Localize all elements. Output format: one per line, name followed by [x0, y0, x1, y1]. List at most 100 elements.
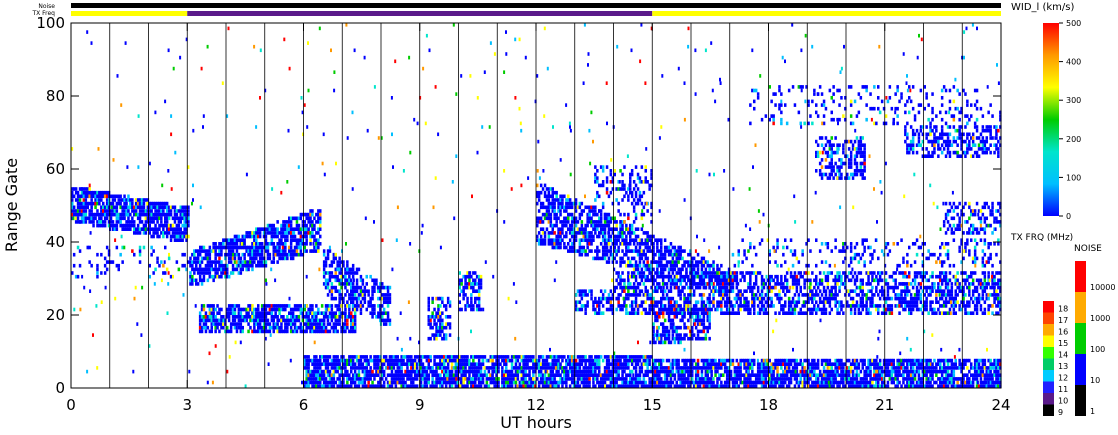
echo-cell	[886, 373, 890, 377]
echo-cell	[278, 242, 281, 246]
echo-cell	[303, 245, 306, 250]
echo-cell	[503, 380, 506, 385]
echo-cell	[299, 311, 303, 315]
echo-cell	[574, 220, 578, 224]
echo-cell	[685, 369, 688, 374]
echo-cell	[212, 249, 215, 253]
echo-cell	[572, 242, 576, 246]
echo-cell	[239, 318, 243, 323]
echo-cell	[204, 249, 208, 253]
echo-cell	[908, 373, 911, 377]
echo-cell	[658, 252, 661, 257]
echo-cell	[384, 358, 388, 363]
echo-cell	[474, 366, 477, 370]
echo-cell	[534, 358, 537, 363]
echo-cell	[927, 380, 930, 385]
echo-cell	[437, 380, 440, 385]
echo-cell	[506, 380, 510, 385]
echo-cell	[588, 231, 591, 235]
echo-cell	[917, 362, 921, 366]
echo-cell	[601, 231, 605, 235]
echo-cell	[853, 366, 857, 370]
echo-cell	[208, 318, 212, 323]
echo-cell	[706, 260, 709, 264]
echo-cell	[336, 355, 339, 359]
echo-cell	[301, 318, 305, 323]
echo-cell	[611, 256, 615, 261]
echo-cell	[863, 380, 866, 385]
echo-cell	[289, 256, 293, 261]
echo-cell	[596, 358, 599, 363]
echo-cell	[382, 373, 386, 377]
echo-cell	[551, 194, 554, 199]
echo-cell	[908, 380, 911, 385]
echo-cell	[561, 384, 564, 388]
echo-cell	[551, 358, 554, 363]
echo-cell	[716, 366, 719, 370]
echo-cell	[840, 369, 843, 374]
echo-cell	[613, 249, 616, 253]
echo-cell	[470, 377, 473, 381]
echo-cell	[433, 358, 436, 363]
echo-cell	[309, 238, 312, 242]
echo-cell	[712, 263, 715, 268]
echo-cell	[388, 380, 392, 385]
echo-cell	[479, 380, 483, 385]
echo-cell	[198, 325, 202, 330]
echo-cell	[555, 194, 558, 199]
echo-cell	[565, 358, 568, 363]
echo-cell	[557, 355, 560, 359]
echo-cell	[167, 223, 171, 228]
echo-cell	[909, 358, 913, 363]
echo-cell	[689, 278, 692, 283]
echo-cell	[410, 377, 413, 381]
echo-cell	[586, 238, 589, 242]
echo-cell	[654, 358, 657, 363]
echo-cell	[313, 325, 316, 330]
echo-cell	[251, 256, 254, 261]
echo-cell	[939, 358, 942, 363]
echo-cell	[776, 380, 779, 385]
echo-cell	[351, 271, 355, 275]
echo-cell	[832, 369, 835, 374]
echo-cell	[892, 369, 895, 374]
echo-cell	[795, 362, 799, 366]
echo-cell	[609, 369, 613, 374]
echo-cell	[675, 249, 678, 253]
echo-cell	[226, 263, 229, 268]
echo-cell	[84, 209, 88, 213]
echo-cell	[288, 318, 291, 323]
echo-cell	[342, 296, 345, 301]
echo-cell	[491, 355, 494, 359]
echo-cell	[634, 260, 638, 264]
echo-cell	[206, 256, 210, 261]
echo-cell	[400, 366, 403, 370]
echo-cell	[237, 325, 241, 330]
echo-cell	[257, 325, 260, 330]
echo-cell	[663, 373, 667, 377]
echo-cell	[714, 366, 717, 370]
echo-cell	[584, 366, 587, 370]
echo-cell	[853, 358, 857, 363]
echo-cell	[652, 260, 655, 264]
echo-cell	[892, 358, 895, 363]
echo-cell	[237, 238, 241, 242]
echo-cell	[882, 369, 886, 374]
echo-cell	[379, 282, 382, 286]
echo-cell	[303, 307, 306, 312]
echo-cell	[78, 212, 82, 217]
echo-cell	[536, 183, 539, 188]
echo-cell	[908, 369, 911, 374]
echo-cell	[303, 212, 306, 217]
echo-cell	[683, 384, 686, 388]
echo-cell	[607, 377, 611, 381]
echo-cell	[460, 355, 463, 359]
echo-cell	[609, 227, 613, 231]
echo-cell	[214, 245, 217, 250]
echo-cell	[733, 380, 737, 385]
echo-cell	[255, 249, 258, 253]
echo-cell	[663, 249, 667, 253]
echo-cell	[754, 384, 758, 388]
echo-cell	[111, 220, 115, 224]
echo-cell	[493, 377, 496, 381]
